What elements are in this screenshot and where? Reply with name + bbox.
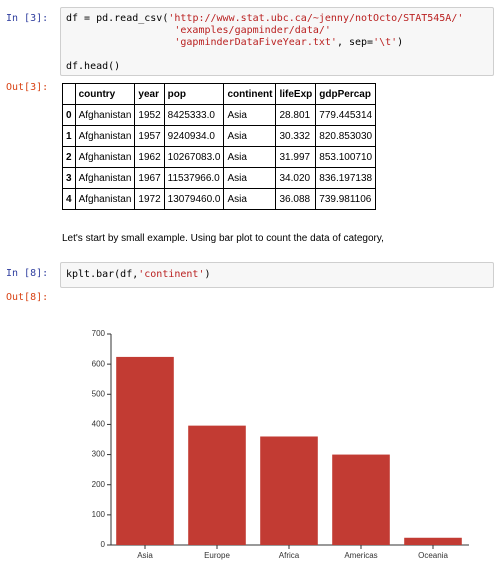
y-tick-label: 600 bbox=[92, 359, 106, 368]
table-cell: Asia bbox=[223, 188, 277, 210]
table-cell: 2 bbox=[62, 146, 76, 168]
table-row: 2 Afghanistan 1962 10267083.0 Asia 31.997 853.… bbox=[62, 146, 377, 168]
table-cell: 1952 bbox=[134, 104, 165, 126]
x-tick-label: Asia bbox=[137, 551, 153, 560]
table-cell: 10267083.0 bbox=[163, 146, 225, 168]
table-cell: 836.197138 bbox=[315, 167, 377, 189]
code-token bbox=[66, 25, 174, 36]
y-tick-label: 400 bbox=[92, 420, 106, 429]
table-cell: 0 bbox=[62, 104, 76, 126]
code-line: kplt.bar(df,'continent') bbox=[66, 269, 211, 281]
code-token: ) bbox=[397, 37, 404, 48]
y-tick-label: 300 bbox=[92, 450, 106, 459]
code-token bbox=[66, 37, 174, 48]
table-cell: 779.445314 bbox=[315, 104, 377, 126]
y-tick-label: 500 bbox=[92, 389, 106, 398]
bar bbox=[188, 425, 246, 545]
code-token: df = pd.read_csv( bbox=[66, 13, 169, 24]
table-cell: Asia bbox=[223, 146, 277, 168]
table-cell: Afghanistan bbox=[74, 188, 136, 210]
table-cell: 13079460.0 bbox=[163, 188, 225, 210]
table-cell: 853.100710 bbox=[315, 146, 377, 168]
table-cell: 1962 bbox=[134, 146, 165, 168]
x-tick-label: Europe bbox=[204, 551, 230, 560]
table-cell: Afghanistan bbox=[74, 125, 136, 147]
table-cell: 30.332 bbox=[275, 125, 317, 147]
table-cell: Asia bbox=[223, 125, 277, 147]
table-cell: 11537966.0 bbox=[163, 167, 225, 189]
table-row: 4 Afghanistan 1972 13079460.0 Asia 36.088 739.… bbox=[62, 188, 377, 210]
code-token: , sep= bbox=[336, 37, 374, 48]
code-token: 'examples/gapminder/data/' bbox=[174, 25, 331, 36]
input-prompt: In [3]: bbox=[6, 13, 49, 24]
table-cell: 34.020 bbox=[275, 167, 317, 189]
x-tick-label: Americas bbox=[344, 551, 377, 560]
table-cell: 8425333.0 bbox=[163, 104, 225, 126]
code-cell[interactable]: df = pd.read_csv('http://www.stat.ubc.ca… bbox=[60, 7, 494, 76]
x-tick-label: Africa bbox=[279, 551, 300, 560]
bar bbox=[116, 356, 174, 545]
input-prompt: In [8]: bbox=[6, 268, 49, 279]
table-cell: 739.981106 bbox=[315, 188, 377, 210]
header-cell: country bbox=[74, 83, 136, 105]
code-line: df.head() bbox=[66, 61, 120, 73]
table-cell: 36.088 bbox=[275, 188, 317, 210]
bar bbox=[260, 436, 318, 545]
table-cell: 820.853030 bbox=[315, 125, 377, 147]
output-prompt: Out[8]: bbox=[6, 292, 49, 303]
y-tick-label: 200 bbox=[92, 480, 106, 489]
y-tick-label: 700 bbox=[92, 329, 106, 338]
table-row: 3 Afghanistan 1967 11537966.0 Asia 34.020 836.… bbox=[62, 167, 377, 189]
bar bbox=[404, 537, 462, 545]
table-cell: Asia bbox=[223, 104, 277, 126]
table-cell: 28.801 bbox=[275, 104, 317, 126]
dataframe-table: country year pop continent lifeExp gdpPercap 0… bbox=[62, 83, 377, 210]
table-cell: Afghanistan bbox=[74, 167, 136, 189]
table-cell: Asia bbox=[223, 167, 277, 189]
code-token: df.head() bbox=[66, 61, 121, 72]
table-cell: 3 bbox=[62, 167, 76, 189]
bar bbox=[332, 454, 390, 545]
code-token: 'http://www.stat.ubc.ca/~jenny/notOcto/S… bbox=[168, 13, 464, 24]
markdown-text: Let's start by small example. Using bar … bbox=[62, 233, 384, 244]
code-token: kplt.bar(df, bbox=[66, 269, 139, 280]
header-row: country year pop continent lifeExp gdpPercap bbox=[62, 83, 377, 105]
code-token: '\t' bbox=[373, 37, 398, 48]
table-row: 0 Afghanistan 1952 8425333.0 Asia 28.801 779.4… bbox=[62, 104, 377, 126]
header-cell: gdpPercap bbox=[315, 83, 377, 105]
code-token: ) bbox=[204, 269, 211, 280]
output-prompt: Out[3]: bbox=[6, 82, 49, 93]
table-cell: 1957 bbox=[134, 125, 165, 147]
header-cell: pop bbox=[163, 83, 225, 105]
code-token: 'continent' bbox=[138, 269, 205, 280]
bar-chart: 0 100 200 300 400 500 600 700 Asia Europe Africa Am… bbox=[92, 329, 469, 560]
header-cell: year bbox=[134, 83, 165, 105]
table-cell: Afghanistan bbox=[74, 146, 136, 168]
header-cell: continent bbox=[223, 83, 277, 105]
code-line: df = pd.read_csv('http://www.stat.ubc.ca… bbox=[66, 13, 463, 25]
y-tick-label: 100 bbox=[92, 510, 106, 519]
table-row: 1 Afghanistan 1957 9240934.0 Asia 30.332 820.8… bbox=[62, 125, 377, 147]
table-cell: 1967 bbox=[134, 167, 165, 189]
code-cell[interactable]: kplt.bar(df,'continent') bbox=[60, 262, 494, 288]
table-cell: Afghanistan bbox=[74, 104, 136, 126]
header-cell: lifeExp bbox=[275, 83, 317, 105]
y-tick-label: 0 bbox=[101, 540, 106, 549]
table-cell: 1972 bbox=[134, 188, 165, 210]
x-tick-label: Oceania bbox=[418, 551, 448, 560]
code-line: 'examples/gapminder/data/' bbox=[66, 25, 331, 37]
code-token: 'gapminderDataFiveYear.txt' bbox=[174, 37, 337, 48]
table-cell: 31.997 bbox=[275, 146, 317, 168]
table-cell: 4 bbox=[62, 188, 76, 210]
code-line: 'gapminderDataFiveYear.txt', sep='\t') bbox=[66, 37, 403, 49]
header-cell bbox=[62, 83, 76, 105]
table-cell: 9240934.0 bbox=[163, 125, 225, 147]
table-cell: 1 bbox=[62, 125, 76, 147]
